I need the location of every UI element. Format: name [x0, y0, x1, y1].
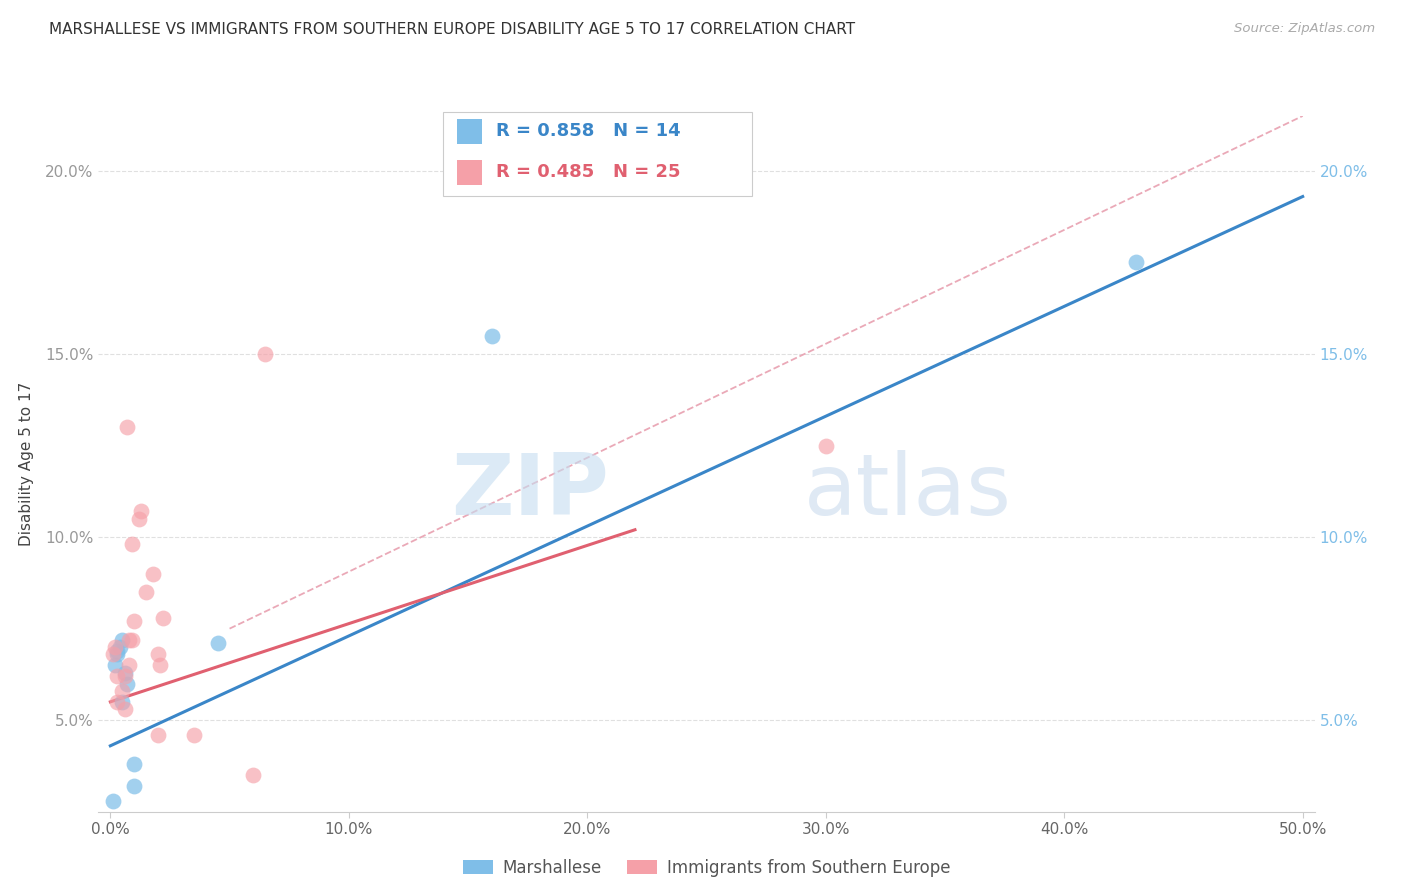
Point — [101, 647, 124, 661]
Point — [118, 632, 141, 647]
Point — [107, 647, 129, 661]
Point — [108, 640, 131, 654]
Point — [814, 438, 837, 452]
Point — [254, 347, 277, 361]
Point — [114, 665, 136, 680]
Point — [107, 695, 129, 709]
Point — [114, 702, 136, 716]
Point — [146, 728, 169, 742]
Point — [115, 420, 138, 434]
Text: R = 0.858   N = 14: R = 0.858 N = 14 — [496, 122, 681, 140]
Point — [207, 636, 229, 650]
Point — [101, 794, 124, 808]
Point — [121, 632, 143, 647]
Point — [115, 676, 138, 690]
Point — [149, 658, 172, 673]
Point — [122, 757, 145, 772]
Text: R = 0.485   N = 25: R = 0.485 N = 25 — [496, 163, 681, 181]
Point — [118, 658, 141, 673]
Text: MARSHALLESE VS IMMIGRANTS FROM SOUTHERN EUROPE DISABILITY AGE 5 TO 17 CORRELATIO: MARSHALLESE VS IMMIGRANTS FROM SOUTHERN … — [49, 22, 855, 37]
Point — [114, 669, 136, 683]
Point — [111, 695, 134, 709]
Point — [142, 566, 165, 581]
Point — [122, 779, 145, 793]
Point — [107, 669, 129, 683]
Point — [122, 615, 145, 629]
Point — [146, 647, 169, 661]
Text: ZIP: ZIP — [451, 450, 609, 533]
Point — [481, 328, 503, 343]
Text: atlas: atlas — [804, 450, 1012, 533]
Point — [1125, 255, 1147, 269]
Point — [183, 728, 205, 742]
Point — [104, 658, 127, 673]
Legend: Marshallese, Immigrants from Southern Europe: Marshallese, Immigrants from Southern Eu… — [456, 852, 957, 883]
Point — [131, 504, 153, 518]
Point — [128, 512, 150, 526]
Point — [111, 632, 134, 647]
Point — [121, 537, 143, 551]
Point — [135, 585, 157, 599]
Point — [152, 610, 174, 624]
Point — [242, 768, 264, 782]
Point — [111, 684, 134, 698]
Point — [104, 640, 127, 654]
Text: Source: ZipAtlas.com: Source: ZipAtlas.com — [1234, 22, 1375, 36]
Y-axis label: Disability Age 5 to 17: Disability Age 5 to 17 — [20, 382, 34, 546]
Point — [107, 643, 129, 657]
